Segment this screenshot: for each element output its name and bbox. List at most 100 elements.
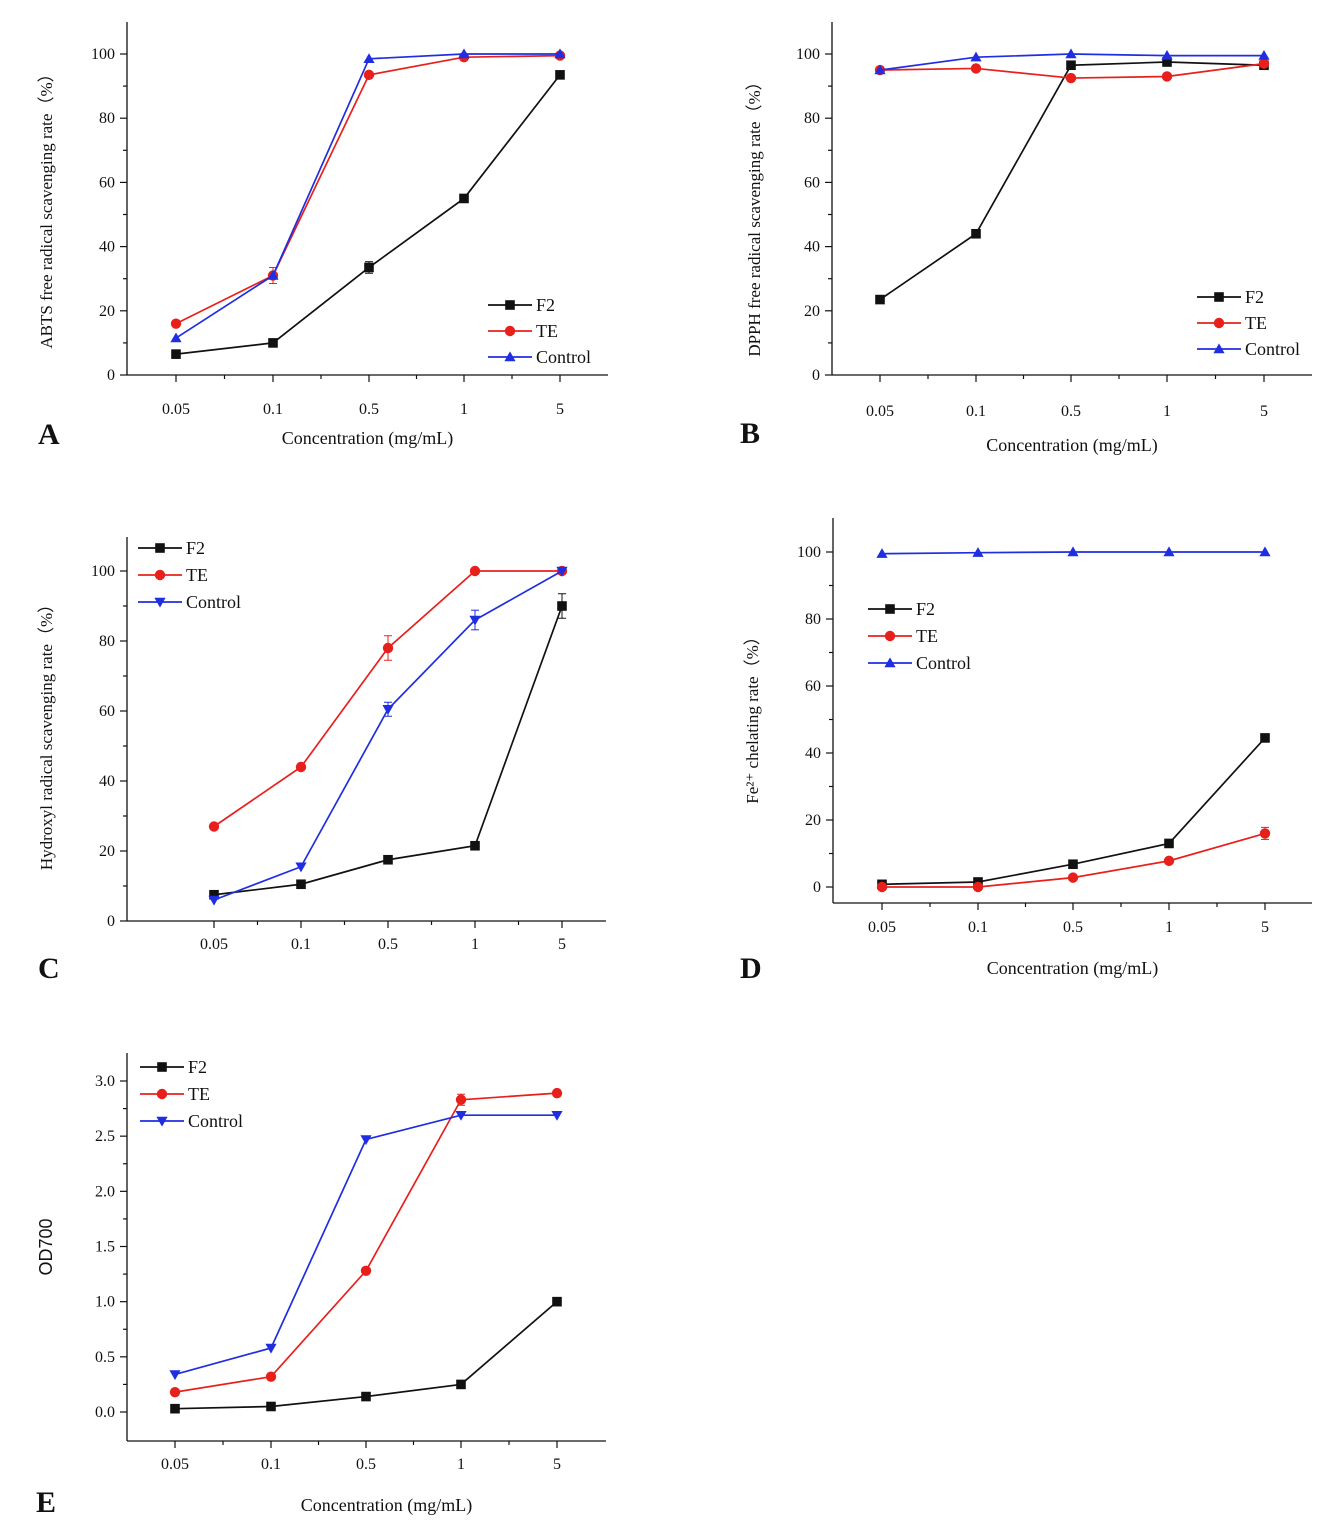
panel-d-y-tick-label: 80 [805, 611, 821, 628]
panel-c-series-f2-point [470, 840, 480, 851]
panel-e-legend-f2-marker [157, 1062, 167, 1072]
panel-c-legend-f2-label: F2 [186, 538, 205, 558]
panel-b-x-tick-label: 1 [1163, 403, 1171, 420]
panel-c-x-tick-label: 0.1 [291, 936, 311, 953]
panel-a-legend-control-label: Control [536, 347, 591, 367]
panel-a-series-f2-point [171, 349, 181, 359]
panel-b-y-tick-label: 40 [804, 239, 820, 256]
panel-b-legend-f2-marker [1214, 292, 1224, 302]
panel-c-x-tick-label: 0.5 [378, 936, 398, 953]
panel-a-series-te-point [170, 318, 182, 329]
panel-c-y-tick-label: 0 [107, 913, 115, 930]
panel-d-series-te-point [876, 881, 888, 893]
panel-e-series-te-point [265, 1371, 277, 1382]
panel-d-series-control-point [1259, 546, 1271, 557]
panel-b-series-f2-point [1162, 57, 1172, 67]
panel-c-series-te-point [295, 761, 307, 773]
panel-a-legend-control-marker [504, 351, 516, 362]
panel-e-series-f2-point [361, 1391, 371, 1402]
panel-d-legend-control-label: Control [916, 653, 971, 673]
panel-e-y-axis-label: OD700 [36, 1218, 56, 1275]
panel-d-x-axis-label: Concentration (mg/mL) [987, 958, 1158, 979]
panel-c-series-control-line [213, 570, 563, 901]
panel-d-legend-te-label: TE [916, 626, 938, 646]
panel-e-series-control-point [265, 1343, 277, 1354]
panel-a-legend-f2-marker [505, 300, 515, 310]
panel-b-series-f2-point [1066, 60, 1076, 71]
panel-c-series-control-point [382, 705, 394, 715]
panel-e-series-te-point [455, 1094, 467, 1105]
panel-e-x-tick-label: 5 [553, 1456, 561, 1473]
panel-b-legend-te-marker [1213, 317, 1225, 329]
panel-c-y-tick-label: 60 [99, 703, 115, 720]
panel-d: 0 20 40 60 80 100 0.05 0.1 0.5 1 5 Concentration (m… [740, 518, 1312, 985]
panel-a-y-tick-label: 100 [91, 46, 115, 63]
panel-d-legend-te-marker [884, 630, 896, 642]
panel-e-series-f2-point [266, 1401, 276, 1412]
panel-c-series-f2-point [209, 889, 219, 900]
panel-d-y-tick-label: 60 [805, 678, 821, 695]
panel-e-series-control-point [360, 1135, 372, 1146]
panel-b-series-f2-point [875, 294, 885, 305]
panel-b-x-tick-label: 5 [1260, 403, 1268, 420]
panel-a: 0 20 40 60 80 100 0.05 0.1 0.5 1 5 Concentration (m… [37, 22, 608, 451]
panel-e-x-tick-label: 1 [457, 1456, 465, 1473]
panel-c-legend-control-label: Control [186, 592, 241, 612]
panel-b-y-tick-label: 100 [796, 46, 820, 63]
panel-e-series-control-point [455, 1111, 467, 1121]
panel-b-y-tick-label: 20 [804, 303, 820, 320]
panel-b-x-tick-label: 0.5 [1061, 403, 1081, 420]
panel-c-legend-te-label: TE [186, 565, 208, 585]
panel-e-x-tick-label: 0.05 [161, 1456, 189, 1473]
panel-b-series-control-point [1065, 48, 1077, 59]
panel-e-series-f2-point [170, 1403, 180, 1414]
panel-e-legend-te-marker [156, 1088, 168, 1100]
panel-d-series-f2-point [1068, 859, 1078, 870]
panel-b-x-tick-label: 0.05 [866, 403, 894, 420]
panel-b: 0 20 40 60 80 100 0.05 0.1 0.5 1 5 Concentration (m… [740, 22, 1312, 456]
panel-d-legend-f2-marker [885, 604, 895, 614]
panel-a-series-f2-point [555, 70, 565, 80]
panel-d-y-axis-label: Fe²⁺ chelating rate（%） [743, 628, 762, 804]
panel-e-y-tick-label: 0.0 [95, 1404, 115, 1421]
panel-c-y-axis-label: Hydroxyl radical scavenging rate（%） [37, 596, 56, 870]
panel-d-series-te-point [1067, 872, 1079, 883]
panel-e-x-axis-label: Concentration (mg/mL) [301, 1495, 472, 1516]
panel-b-series-te-point [970, 63, 982, 74]
panel-a-series-control-point [554, 48, 566, 59]
panel-c-series-f2-point [383, 854, 393, 865]
panel-e-series-te-point [551, 1087, 563, 1099]
panel-d-series-f2-point [1260, 733, 1270, 743]
panel-d-y-tick-label: 40 [805, 745, 821, 762]
panel-c-series-te-line [213, 570, 562, 828]
panel-c-series-control-point [208, 895, 220, 906]
panel-a-y-axis-label: ABTS free radical scavenging rate（%） [37, 65, 56, 348]
panel-e-letter: E [36, 1486, 56, 1519]
panel-c-y-tick-label: 100 [91, 563, 115, 580]
panel-a-y-tick-label: 40 [99, 239, 115, 256]
panel-d-legend-control-marker [884, 657, 896, 668]
panel-d-series-te-point [1259, 828, 1271, 839]
panel-c-series-te-point [382, 642, 394, 654]
panel-d-series-f2-point [1164, 838, 1174, 849]
panel-c-series-control-point [556, 566, 568, 577]
panel-b-y-axis-label: DPPH free radical scavenging rate（%） [745, 73, 764, 356]
panel-d-y-tick-label: 20 [805, 812, 821, 829]
panel-d-series-control-point [1067, 546, 1079, 557]
panel-b-series-control-point [1258, 50, 1270, 60]
panel-a-x-tick-label: 1 [460, 401, 468, 418]
panel-e-series-control-point [551, 1111, 563, 1121]
panel-b-letter: B [740, 417, 760, 450]
panel-c-series-te-point [469, 565, 481, 577]
panel-a-legend-f2-label: F2 [536, 295, 555, 315]
panel-c-x-tick-label: 0.05 [200, 936, 228, 953]
panel-a-series-f2-point [364, 262, 374, 273]
panel-c-y-tick-label: 80 [99, 633, 115, 650]
panel-d-x-tick-label: 0.5 [1063, 919, 1083, 936]
panel-b-legend-f2-label: F2 [1245, 287, 1264, 307]
panel-a-x-tick-label: 5 [556, 401, 564, 418]
panel-b-series-control-point [1161, 50, 1173, 60]
panel-d-x-tick-label: 5 [1261, 919, 1269, 936]
panel-a-y-tick-label: 80 [99, 110, 115, 127]
